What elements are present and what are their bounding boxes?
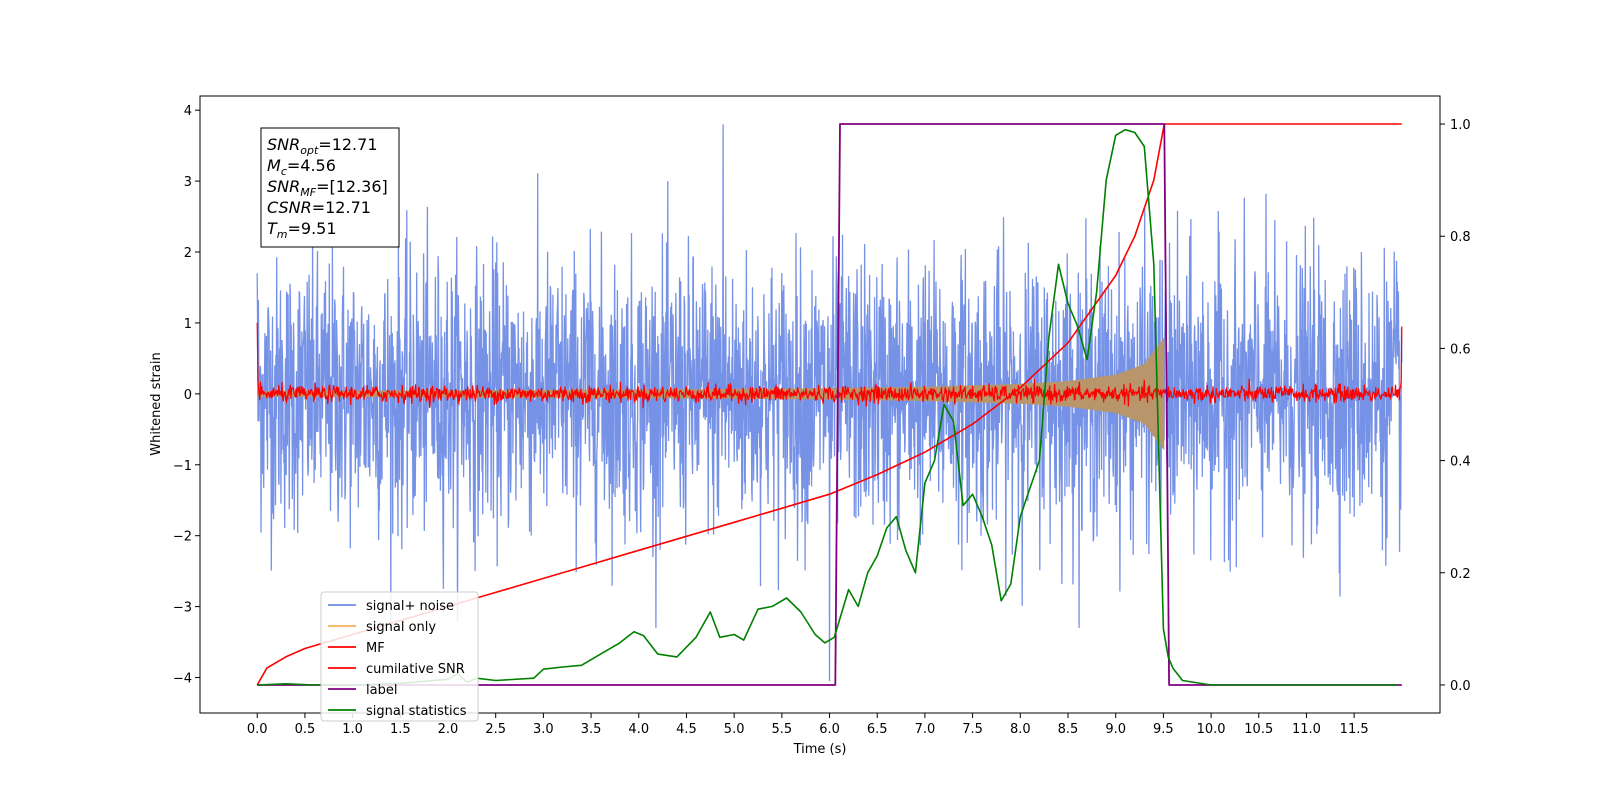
legend-entry-label: label xyxy=(366,683,397,698)
y-tick-label: −1 xyxy=(173,459,192,474)
legend-entry-label: cumilative SNR xyxy=(366,662,465,677)
y-tick-label: −2 xyxy=(173,530,192,545)
x-tick-label: 3.5 xyxy=(581,722,602,737)
x-tick-label: 6.5 xyxy=(867,722,888,737)
x-tick-label: 1.0 xyxy=(342,722,363,737)
y-axis-label: Whitened strain xyxy=(149,352,164,455)
series-signal-only-band xyxy=(257,337,1165,451)
y2-tick-label: 0.4 xyxy=(1450,455,1471,470)
y-tick-label: 4 xyxy=(184,104,192,119)
y-tick-label: 0 xyxy=(184,388,192,403)
y-tick-label: 2 xyxy=(184,246,192,261)
y2-tick-label: 0.8 xyxy=(1450,230,1471,245)
series-signal-statistics-line xyxy=(257,128,1398,686)
y-tick-label: −4 xyxy=(173,672,192,687)
legend-entry-label: signal only xyxy=(366,620,436,635)
legend: signal+ noise signal only MF cumilative SNR… xyxy=(320,591,479,722)
y2-tick-label: 1.0 xyxy=(1450,118,1471,133)
x-tick-label: 0.5 xyxy=(295,722,316,737)
x-tick-label: 0.0 xyxy=(247,722,268,737)
x-tick-label: 5.0 xyxy=(724,722,745,737)
stats-entry: SNRopt=12.71 xyxy=(267,135,378,157)
y2-tick-label: 0.0 xyxy=(1450,679,1471,694)
x-tick-label: 10.0 xyxy=(1197,722,1226,737)
legend-entry-label: MF xyxy=(366,641,385,656)
y2-tick-label: 0.2 xyxy=(1450,567,1471,582)
x-tick-label: 5.5 xyxy=(772,722,793,737)
x-axis-label: Time (s) xyxy=(793,742,847,757)
series-signal-noise-line xyxy=(256,124,1403,682)
x-tick-label: 10.5 xyxy=(1244,722,1273,737)
x-tick-label: 11.5 xyxy=(1340,722,1369,737)
x-tick-label: 3.0 xyxy=(533,722,554,737)
series-mf-line xyxy=(256,322,1403,409)
legend-entry-label: signal statistics xyxy=(366,704,467,719)
legend-entry-label: signal+ noise xyxy=(366,599,454,614)
x-tick-label: 7.5 xyxy=(962,722,983,737)
x-tick-label: 9.0 xyxy=(1105,722,1126,737)
x-tick-label: 6.0 xyxy=(819,722,840,737)
stats-entry: CSNR=12.71 xyxy=(267,198,371,217)
x-tick-label: 11.0 xyxy=(1292,722,1321,737)
stats-entry: Tm=9.51 xyxy=(267,219,337,241)
x-tick-label: 4.0 xyxy=(628,722,649,737)
x-tick-label: 4.5 xyxy=(676,722,697,737)
x-tick-label: 8.5 xyxy=(1058,722,1079,737)
y2-tick-label: 0.6 xyxy=(1450,342,1471,357)
legend-frame xyxy=(320,591,479,722)
stats-box: SNRopt=12.71Mc=4.56SNRMF=[12.36]CSNR=12.… xyxy=(260,127,400,248)
x-tick-label: 2.0 xyxy=(438,722,459,737)
plot-frame xyxy=(199,95,1441,714)
y-tick-label: −3 xyxy=(173,601,192,616)
x-tick-label: 7.0 xyxy=(915,722,936,737)
x-tick-label: 9.5 xyxy=(1153,722,1174,737)
stats-entry: SNRMF=[12.36] xyxy=(267,177,388,199)
x-tick-label: 2.5 xyxy=(485,722,506,737)
x-tick-label: 8.0 xyxy=(1010,722,1031,737)
stats-box-frame xyxy=(260,127,400,248)
y-tick-label: 3 xyxy=(184,175,192,190)
x-tick-label: 1.5 xyxy=(390,722,411,737)
y-tick-label: 1 xyxy=(184,317,192,332)
stats-entry: Mc=4.56 xyxy=(267,156,336,178)
